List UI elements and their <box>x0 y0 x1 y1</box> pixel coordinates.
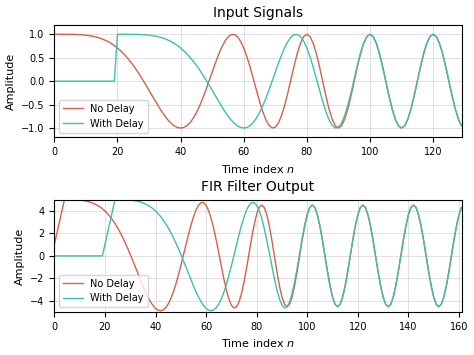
No Delay <box>90 201 95 205</box>
No Delay <box>228 33 234 37</box>
No Delay <box>158 308 164 313</box>
X-axis label: Time index $n$: Time index $n$ <box>221 163 295 175</box>
With Delay <box>52 79 57 83</box>
With Delay <box>165 38 171 42</box>
No Delay <box>374 41 379 45</box>
With Delay <box>459 124 465 128</box>
With Delay <box>228 118 234 122</box>
No Delay <box>162 114 168 118</box>
Y-axis label: Amplitude: Amplitude <box>6 53 16 110</box>
With Delay <box>358 51 364 55</box>
Line: With Delay: With Delay <box>55 200 462 311</box>
No Delay <box>355 65 360 69</box>
With Delay <box>188 278 194 282</box>
With Delay <box>52 254 57 258</box>
With Delay <box>325 269 330 274</box>
Title: Input Signals: Input Signals <box>213 6 303 20</box>
No Delay <box>325 269 330 274</box>
No Delay <box>191 215 196 219</box>
Legend: No Delay, With Delay: No Delay, With Delay <box>59 100 148 132</box>
No Delay <box>266 123 272 127</box>
With Delay <box>87 254 92 258</box>
Title: FIR Filter Output: FIR Filter Output <box>201 180 314 194</box>
Line: No Delay: No Delay <box>55 34 462 128</box>
X-axis label: Time index $n$: Time index $n$ <box>221 338 295 349</box>
No Delay <box>383 302 389 306</box>
Line: With Delay: With Delay <box>55 34 462 128</box>
With Delay <box>185 271 191 275</box>
No Delay <box>459 206 465 210</box>
No Delay <box>178 126 183 130</box>
No Delay <box>52 32 57 37</box>
With Delay <box>241 126 246 130</box>
No Delay <box>459 124 465 128</box>
With Delay <box>208 308 214 313</box>
No Delay <box>380 295 386 299</box>
With Delay <box>115 32 120 37</box>
With Delay <box>383 302 389 306</box>
With Delay <box>326 118 332 122</box>
With Delay <box>377 51 383 56</box>
Legend: No Delay, With Delay: No Delay, With Delay <box>59 275 148 307</box>
No Delay <box>188 223 194 228</box>
With Delay <box>459 206 465 210</box>
With Delay <box>112 197 118 202</box>
Y-axis label: Amplitude: Amplitude <box>15 227 25 284</box>
Line: No Delay: No Delay <box>55 200 462 311</box>
No Delay <box>62 197 67 202</box>
With Delay <box>380 295 386 299</box>
No Delay <box>323 93 328 98</box>
With Delay <box>269 79 275 83</box>
No Delay <box>52 242 57 247</box>
